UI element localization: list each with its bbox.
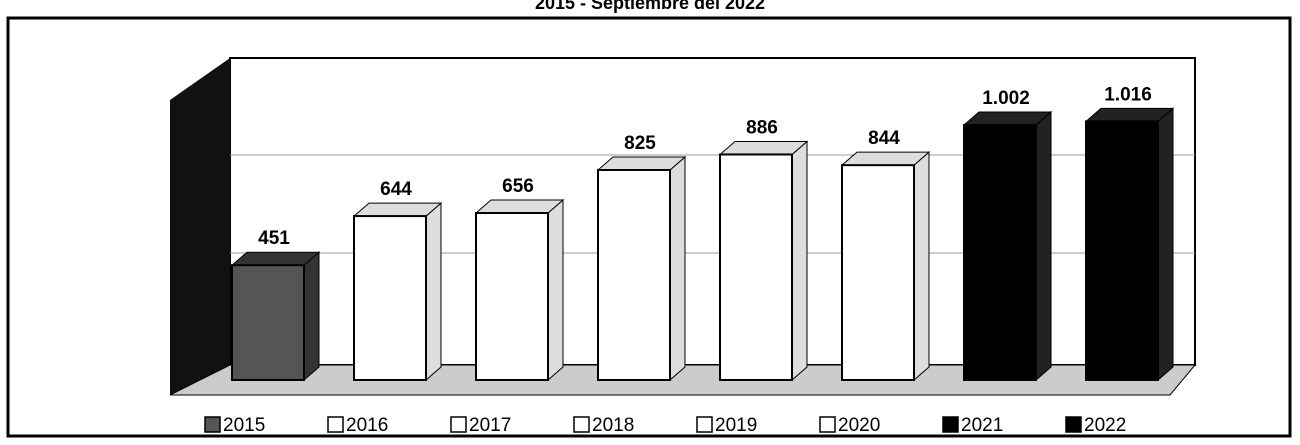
legend-label: 2022: [1084, 415, 1126, 436]
value-label: 1.016: [1104, 84, 1152, 105]
bar-top: [230, 251, 321, 266]
legend-swatch: [573, 416, 590, 433]
legend-label: 2021: [961, 415, 1003, 436]
bar-side: [303, 251, 320, 382]
bar-top: [1084, 107, 1175, 122]
bar: [597, 169, 671, 381]
value-label: 656: [502, 176, 534, 197]
legend-label: 2019: [715, 415, 757, 436]
value-label: 844: [868, 128, 900, 149]
legend-swatch: [819, 416, 836, 433]
chart-title: 2015 - Septiembre del 2022: [535, 0, 765, 13]
bar-side: [425, 201, 442, 382]
legend-label: 2015: [223, 415, 265, 436]
bar-side: [791, 140, 808, 382]
legend-swatch: [450, 416, 467, 433]
bar-side: [669, 155, 686, 382]
legend-swatch: [1065, 416, 1082, 433]
legend-label: 2020: [838, 415, 880, 436]
bar-top: [962, 111, 1053, 126]
bar-top: [474, 199, 565, 214]
bar: [1085, 120, 1159, 382]
bar: [841, 164, 915, 381]
legend-swatch: [696, 416, 713, 433]
side-wall: [170, 58, 230, 395]
legend-swatch: [204, 416, 221, 433]
value-label: 825: [624, 133, 656, 154]
value-label: 886: [746, 117, 778, 138]
legend-label: 2017: [469, 415, 511, 436]
bar-top: [596, 156, 687, 171]
legend-swatch: [327, 416, 344, 433]
bar: [231, 264, 305, 382]
legend-label: 2018: [592, 415, 634, 436]
bar: [475, 212, 549, 381]
bar-side: [547, 198, 564, 382]
bar-side: [1157, 107, 1174, 382]
bar: [719, 153, 793, 381]
legend-swatch: [942, 416, 959, 433]
bar: [353, 215, 427, 381]
bar-top: [352, 202, 443, 217]
bar-top: [718, 140, 809, 155]
legend-label: 2016: [346, 415, 388, 436]
bar-side: [913, 151, 930, 382]
value-label: 644: [380, 179, 412, 200]
bar-top: [840, 151, 931, 166]
value-label: 1.002: [982, 88, 1030, 109]
value-label: 451: [258, 228, 290, 249]
bar-side: [1035, 110, 1052, 382]
bar: [963, 123, 1037, 382]
